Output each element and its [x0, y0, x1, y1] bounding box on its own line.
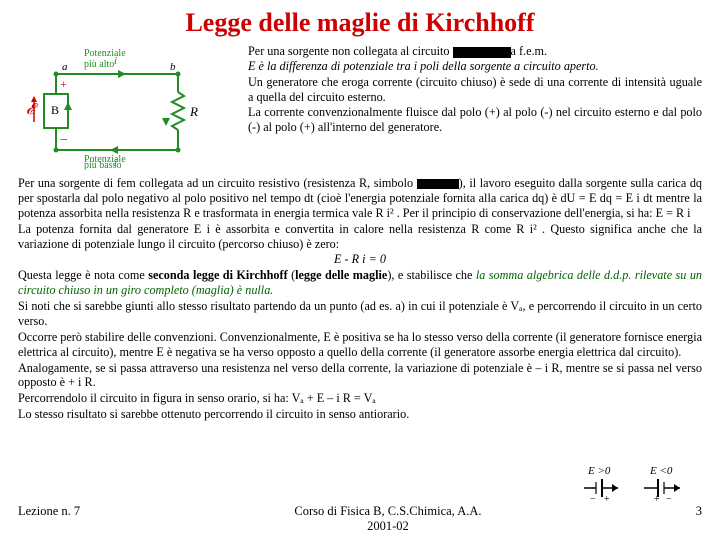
p7: Percorrendolo il circuito in figura in s… — [18, 391, 702, 406]
footer-center: Corso di Fisica B, C.S.Chimica, A.A. 200… — [294, 504, 481, 534]
svg-text:+: + — [604, 494, 610, 504]
intro-l1b: a f.e.m. — [511, 44, 548, 58]
footer-c2: 2001-02 — [367, 519, 409, 533]
svg-text:Potenziale: Potenziale — [84, 48, 126, 59]
p3a: Questa legge è nota come — [18, 268, 148, 282]
p2: La potenza fornita dal generatore E i è … — [18, 222, 702, 252]
svg-text:−: − — [666, 494, 672, 504]
p8: Lo stesso risultato si sarebbe ottenuto … — [18, 407, 702, 422]
intro-l2: E è la differenza di potenziale tra i po… — [248, 59, 599, 73]
svg-text:−: − — [590, 494, 596, 504]
e-pos: E >0 — [587, 465, 611, 477]
intro-text: Per una sorgente non collegata al circui… — [248, 44, 702, 170]
svg-text:b: b — [170, 61, 176, 73]
redacted-box — [453, 47, 511, 58]
redacted-box-2 — [417, 179, 459, 189]
svg-text:più basso: più basso — [84, 160, 122, 170]
svg-text:B: B — [51, 103, 59, 117]
svg-text:+: + — [654, 494, 660, 504]
footer-left: Lezione n. 7 — [18, 504, 80, 534]
intro-l3: Un generatore che eroga corrente (circui… — [248, 75, 702, 104]
footer: Lezione n. 7 Corso di Fisica B, C.S.Chim… — [18, 504, 702, 534]
intro-l1a: Per una sorgente non collegata al circui… — [248, 44, 453, 58]
p5: Occorre però stabilire delle convenzioni… — [18, 330, 702, 360]
page-title: Legge delle maglie di Kirchhoff — [18, 8, 702, 38]
sign-convention-diagram: E >0 E <0 − + + − — [578, 462, 698, 504]
svg-text:a: a — [62, 61, 68, 73]
p3d: legge delle maglie — [295, 268, 387, 282]
footer-right: 3 — [696, 504, 702, 534]
circuit-diagram: a b i i B 𝓔 + − R Potenziale più alto Po… — [18, 44, 238, 170]
svg-text:−: − — [60, 133, 68, 148]
main-body: Per una sorgente di fem collegata ad un … — [18, 176, 702, 422]
p1a: Per una sorgente di fem collegata ad un … — [18, 176, 417, 190]
equation: E - R i = 0 — [18, 252, 702, 267]
footer-c1: Corso di Fisica B, C.S.Chimica, A.A. — [294, 504, 481, 518]
p3b: seconda legge di Kirchhoff — [148, 268, 287, 282]
p3e: ), e stabilisce che — [387, 268, 476, 282]
svg-text:più alto: più alto — [84, 59, 114, 70]
svg-text:+: + — [60, 77, 67, 91]
p4: Si noti che si sarebbe giunti allo stess… — [18, 299, 702, 329]
top-row: a b i i B 𝓔 + − R Potenziale più alto Po… — [18, 44, 702, 170]
svg-text:R: R — [189, 104, 198, 119]
p6: Analogamente, se si passa attraverso una… — [18, 361, 702, 391]
intro-l4: La corrente convenzionalmente fluisce da… — [248, 105, 702, 134]
e-neg: E <0 — [649, 465, 673, 477]
